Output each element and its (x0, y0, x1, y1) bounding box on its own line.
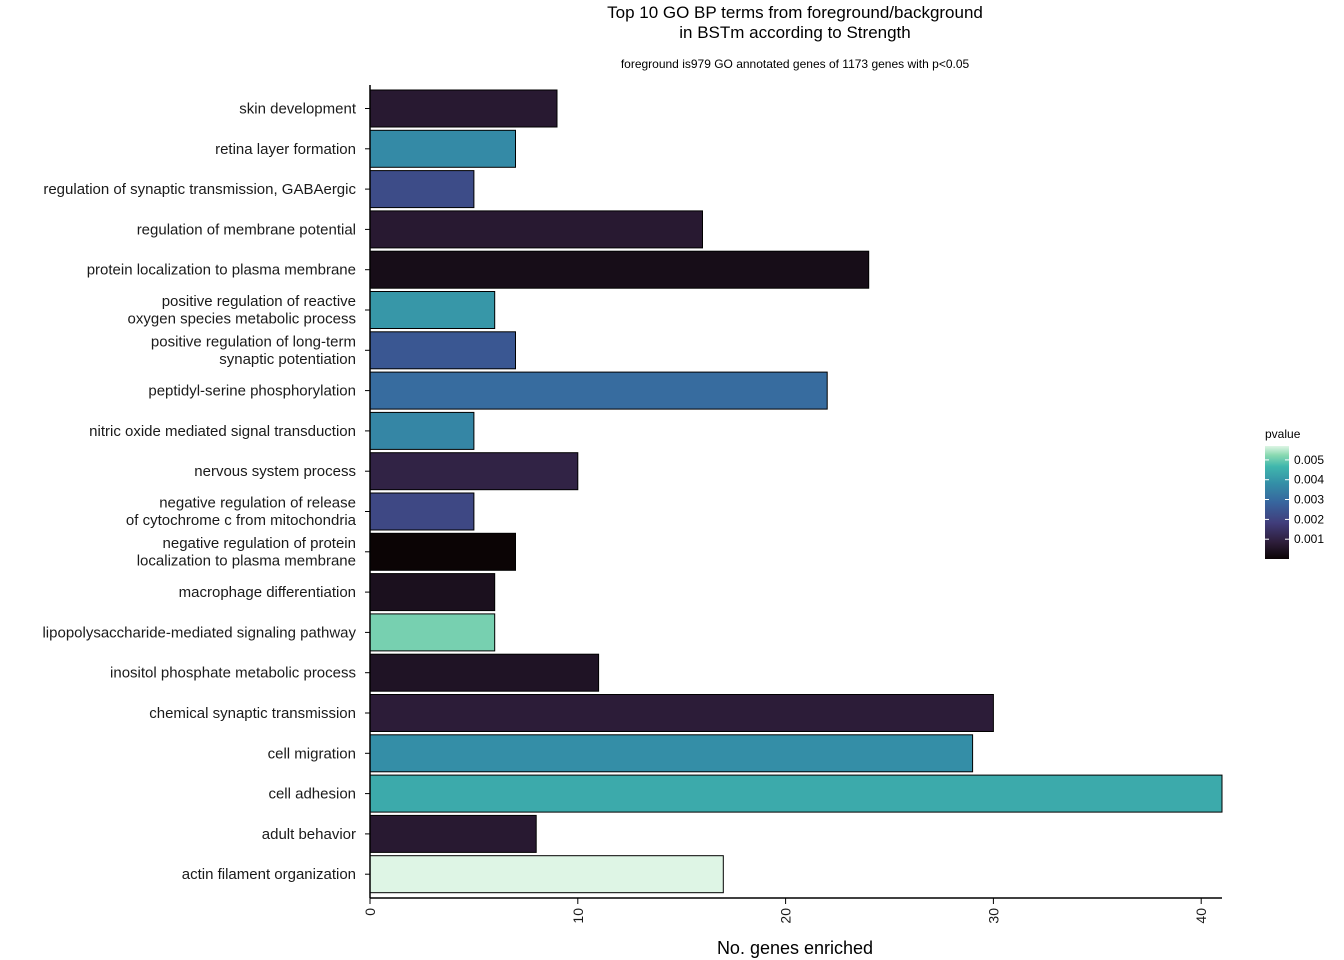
y-tick-label: cell adhesion (268, 786, 356, 803)
y-tick-label: localization to plasma membrane (137, 552, 356, 569)
y-tick-label: positive regulation of reactive (162, 293, 356, 310)
bar (369, 613, 496, 652)
legend-tick-label: 0.001 (1294, 532, 1324, 546)
x-axis-title: No. genes enriched (717, 938, 873, 958)
legend-tick-label: 0.004 (1294, 473, 1324, 487)
bar (369, 89, 558, 128)
y-tick-label: cell migration (268, 745, 356, 762)
bar (369, 573, 496, 612)
bar (369, 734, 974, 773)
bar (369, 170, 475, 209)
y-tick-label: peptidyl-serine phosphorylation (148, 383, 356, 400)
y-tick-label: nervous system process (194, 463, 356, 480)
y-tick-label: protein localization to plasma membrane (87, 262, 356, 279)
y-axis-labels: skin development retina layer formation re… (42, 101, 370, 883)
bars-group (369, 89, 1223, 894)
chart-title-line-1: Top 10 GO BP terms from foreground/backg… (607, 3, 983, 22)
color-legend: pvalue 0.005 0.004 0.003 0.002 0.001 (1265, 427, 1324, 559)
y-tick-label: positive regulation of long-term (151, 333, 356, 350)
bar (369, 250, 870, 289)
y-tick-label: nitric oxide mediated signal transductio… (89, 423, 356, 440)
y-tick-label: skin development (239, 101, 357, 118)
bar (369, 774, 1223, 813)
bar (369, 694, 994, 732)
bar (369, 371, 828, 410)
bar (369, 129, 516, 168)
y-tick-label: regulation of membrane potential (137, 221, 356, 238)
bar (369, 814, 537, 853)
legend-colorbar (1265, 446, 1289, 559)
chart-title-line-2: in BSTm according to Strength (679, 23, 911, 42)
y-tick-label: lipopolysaccharide-mediated signaling pa… (42, 624, 356, 641)
x-tick-label: 20 (778, 908, 794, 924)
bar (369, 532, 516, 571)
bar (369, 855, 724, 894)
bar (369, 411, 475, 450)
x-tick-label: 0 (362, 908, 378, 916)
y-tick-label: macrophage differentiation (179, 584, 356, 601)
bar (369, 452, 579, 491)
bar (369, 492, 475, 531)
y-tick-label: of cytochrome c from mitochondria (126, 512, 357, 529)
x-tick-label: 40 (1193, 908, 1209, 924)
bar (369, 291, 496, 329)
y-tick-label: regulation of synaptic transmission, GAB… (43, 181, 356, 198)
legend-ticks: 0.005 0.004 0.003 0.002 0.001 (1265, 453, 1324, 546)
legend-tick-label: 0.003 (1294, 493, 1324, 507)
y-tick-label: retina layer formation (215, 141, 356, 158)
legend-tick-label: 0.005 (1294, 453, 1324, 467)
chart-subtitle: foreground is979 GO annotated genes of 1… (621, 57, 970, 71)
bar (369, 331, 516, 370)
y-tick-label: negative regulation of release (159, 495, 356, 512)
x-tick-label: 30 (985, 908, 1001, 924)
legend-title: pvalue (1265, 427, 1301, 441)
y-tick-label: synaptic potentiation (219, 351, 356, 368)
y-tick-label: inositol phosphate metabolic process (110, 665, 356, 682)
y-tick-label: chemical synaptic transmission (149, 705, 356, 722)
legend-tick-label: 0.002 (1294, 512, 1324, 526)
y-tick-label: actin filament organization (182, 866, 356, 883)
y-tick-label: adult behavior (262, 826, 356, 843)
y-tick-label: negative regulation of protein (163, 535, 356, 552)
bar (369, 210, 703, 249)
x-axis-ticks: 0 10 20 30 40 (362, 898, 1209, 924)
bar (369, 653, 600, 692)
y-tick-label: oxygen species metabolic process (128, 311, 356, 328)
x-tick-label: 10 (570, 908, 586, 924)
